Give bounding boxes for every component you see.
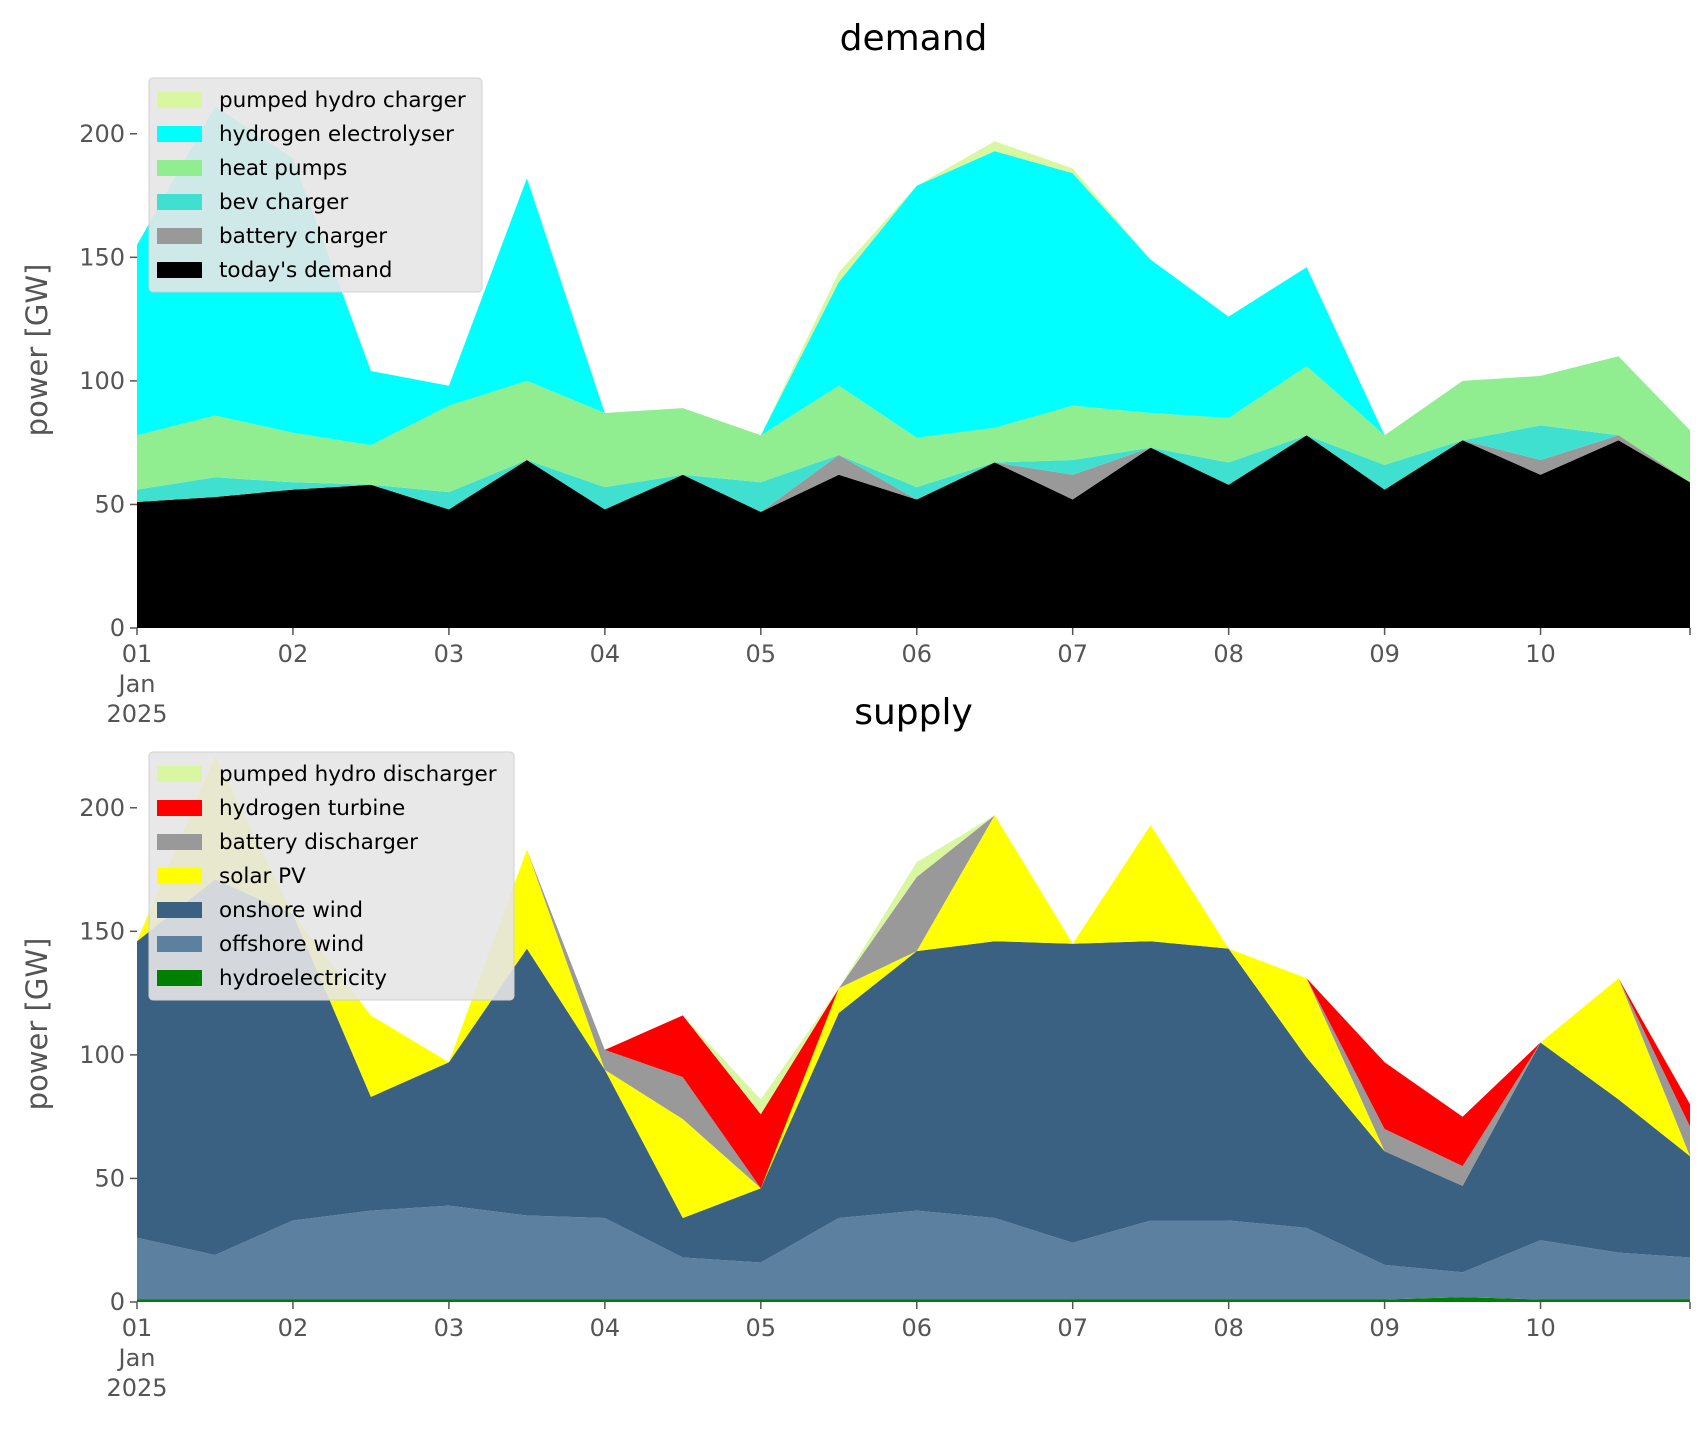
y-tick-label: 150 <box>79 917 125 945</box>
area-heat-pumps <box>137 356 1690 493</box>
legend-label: battery discharger <box>219 830 418 855</box>
legend-swatch-offshore-wind <box>157 936 202 952</box>
stacked-areas <box>137 755 1690 1302</box>
x-tick-label: 06 <box>901 1314 932 1342</box>
x-tick-label: 10 <box>1525 1314 1556 1342</box>
legend-swatch-pumped-hydro-charger <box>157 92 202 108</box>
x-tick-label: 05 <box>746 1314 777 1342</box>
x-tick-sublabel: Jan <box>117 670 156 698</box>
legend-swatch-heat-pumps <box>157 160 202 176</box>
legend-label: battery charger <box>219 224 387 249</box>
legend-label: pumped hydro charger <box>219 88 466 113</box>
area-today-s-demand <box>137 435 1690 628</box>
legend: pumped hydro discharger hydrogen turbine b… <box>148 751 515 1001</box>
legend-label: hydrogen turbine <box>219 796 405 821</box>
x-tick-label: 05 <box>746 640 777 668</box>
legend-swatch-onshore-wind <box>157 902 202 918</box>
stacked-areas <box>137 106 1690 628</box>
legend-label: hydrogen electrolyser <box>219 122 454 147</box>
chart-title: demand <box>840 18 988 59</box>
x-tick-label: 07 <box>1057 1314 1088 1342</box>
legend-swatch-battery-charger <box>157 228 202 244</box>
y-tick-label: 200 <box>79 120 125 148</box>
y-axis-label: power [GW] <box>20 264 54 437</box>
x-tick-label: 01 <box>122 1314 153 1342</box>
x-tick-label: 09 <box>1369 640 1400 668</box>
y-tick-label: 0 <box>110 614 125 642</box>
x-tick-label: 08 <box>1213 640 1244 668</box>
legend-label: offshore wind <box>219 932 364 957</box>
legend-swatch-hydrogen-electrolyser <box>157 126 202 142</box>
x-tick-label: 10 <box>1525 640 1556 668</box>
legend-label: bev charger <box>219 190 348 215</box>
legend-label: today's demand <box>219 258 392 283</box>
area-hydrogen-electrolyser <box>137 106 1690 446</box>
x-tick-label: 06 <box>901 640 932 668</box>
legend-label: heat pumps <box>219 156 347 181</box>
y-tick-label: 100 <box>79 1041 125 1069</box>
legend-swatch-battery-discharger <box>157 834 202 850</box>
legend-swatch-pumped-hydro-discharger <box>157 766 202 782</box>
x-tick-sublabel: Jan <box>117 1344 156 1372</box>
area-onshore-wind <box>137 879 1690 1273</box>
y-tick-label: 100 <box>79 367 125 395</box>
legend-swatch-solar-pv <box>157 868 202 884</box>
x-tick-label: 01 <box>122 640 153 668</box>
legend: pumped hydro charger hydrogen electrolyse… <box>148 77 483 293</box>
legend-label: solar PV <box>219 864 306 889</box>
x-tick-label: 02 <box>278 640 309 668</box>
legend-label: pumped hydro discharger <box>219 762 497 787</box>
area-solar-pv <box>137 755 1690 1218</box>
x-tick-label: 03 <box>434 640 465 668</box>
x-tick-label: 08 <box>1213 1314 1244 1342</box>
y-axis-label: power [GW] <box>20 938 54 1111</box>
legend-box <box>148 751 515 1001</box>
x-tick-label: 02 <box>278 1314 309 1342</box>
x-tick-label: 03 <box>434 1314 465 1342</box>
legend-swatch-hydroelectricity <box>157 970 202 986</box>
legend-box <box>148 77 483 293</box>
y-tick-label: 50 <box>94 1164 125 1192</box>
x-tick-sublabel: 2025 <box>106 1374 167 1402</box>
x-tick-label: 04 <box>590 640 621 668</box>
y-tick-label: 200 <box>79 794 125 822</box>
y-tick-label: 50 <box>94 490 125 518</box>
legend-swatch-hydrogen-turbine <box>157 800 202 816</box>
y-tick-label: 150 <box>79 243 125 271</box>
legend-label: hydroelectricity <box>219 966 387 991</box>
x-tick-label: 04 <box>590 1314 621 1342</box>
y-tick-label: 0 <box>110 1288 125 1316</box>
area-offshore-wind <box>137 1205 1690 1300</box>
x-tick-sublabel: 2025 <box>106 700 167 728</box>
x-tick-label: 09 <box>1369 1314 1400 1342</box>
chart-title: supply <box>854 692 973 733</box>
area-bev-charger <box>137 425 1690 512</box>
legend-label: onshore wind <box>219 898 363 923</box>
legend-swatch-today-s-demand <box>157 262 202 278</box>
legend-swatch-bev-charger <box>157 194 202 210</box>
area-hydroelectricity <box>137 1297 1690 1302</box>
x-tick-label: 07 <box>1057 640 1088 668</box>
